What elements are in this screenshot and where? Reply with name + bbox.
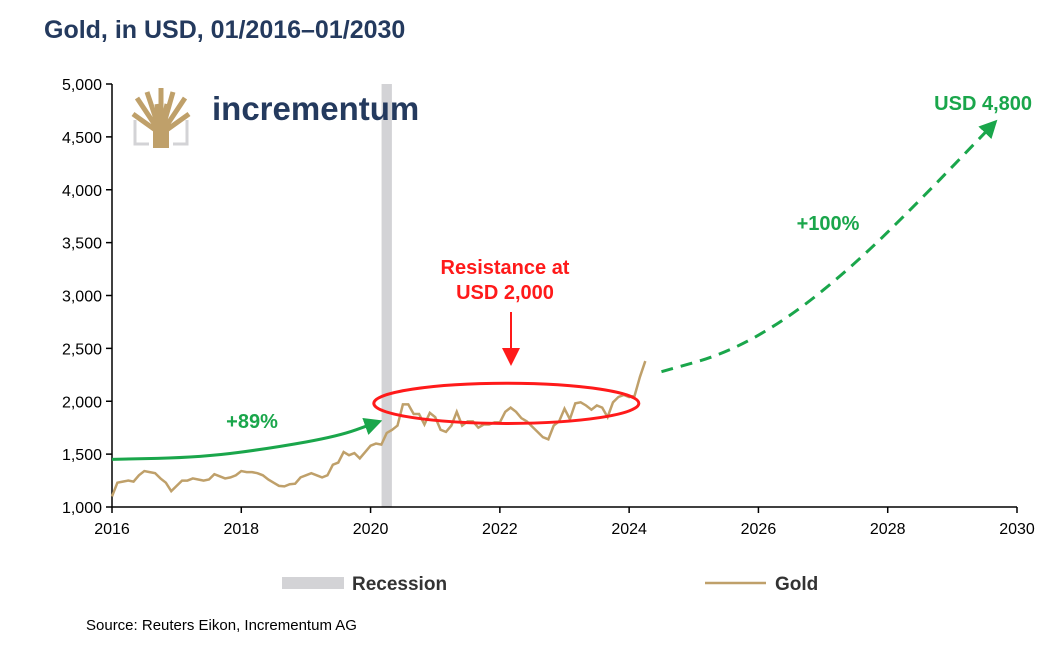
y-tick-label: 4,500 (62, 130, 102, 147)
growth-past-label: +89% (226, 411, 278, 433)
x-tick-label: 2026 (741, 521, 777, 538)
x-tick-label: 2018 (223, 521, 259, 538)
y-tick-label: 3,000 (62, 289, 102, 306)
logo-tree-branches (131, 88, 191, 137)
y-tick-label: 1,000 (62, 500, 102, 517)
y-tick-label: 1,500 (62, 447, 102, 464)
recession-band (381, 84, 392, 507)
chart-title: Gold, in USD, 01/2016–01/2030 (44, 16, 406, 44)
x-tick-label: 2028 (870, 521, 906, 538)
y-tick-label: 2,000 (62, 394, 102, 411)
gold-price-line (110, 360, 647, 497)
resistance-arrow-head (502, 348, 520, 366)
resistance-label-line1: Resistance at (441, 257, 570, 279)
y-tick-label: 5,000 (62, 77, 102, 94)
target-label: USD 4,800 (934, 93, 1032, 115)
resistance-label-line2: USD 2,000 (456, 282, 554, 304)
x-tick-label: 2030 (999, 521, 1035, 538)
x-tick-label: 2016 (94, 521, 130, 538)
x-tick-label: 2022 (482, 521, 518, 538)
x-tick-label: 2024 (611, 521, 647, 538)
y-tick-label: 2,500 (62, 341, 102, 358)
resistance-ellipse (372, 381, 641, 425)
legend-recession-label: Recession (352, 574, 447, 595)
logo-tree-trunk (153, 124, 169, 148)
source-note: Source: Reuters Eikon, Incrementum AG (86, 617, 357, 634)
projection-arrow (661, 119, 998, 374)
legend-gold-label: Gold (775, 574, 818, 595)
legend-recession-swatch (282, 577, 344, 589)
logo-brackets (133, 120, 189, 146)
logo-text: incrementum (212, 90, 419, 127)
trend-arrow-past (111, 418, 383, 461)
y-tick-label: 4,000 (62, 183, 102, 200)
incrementum-logo (131, 88, 191, 148)
y-tick-label: 3,500 (62, 236, 102, 253)
x-tick-label: 2020 (353, 521, 389, 538)
growth-future-label: +100% (797, 213, 860, 235)
